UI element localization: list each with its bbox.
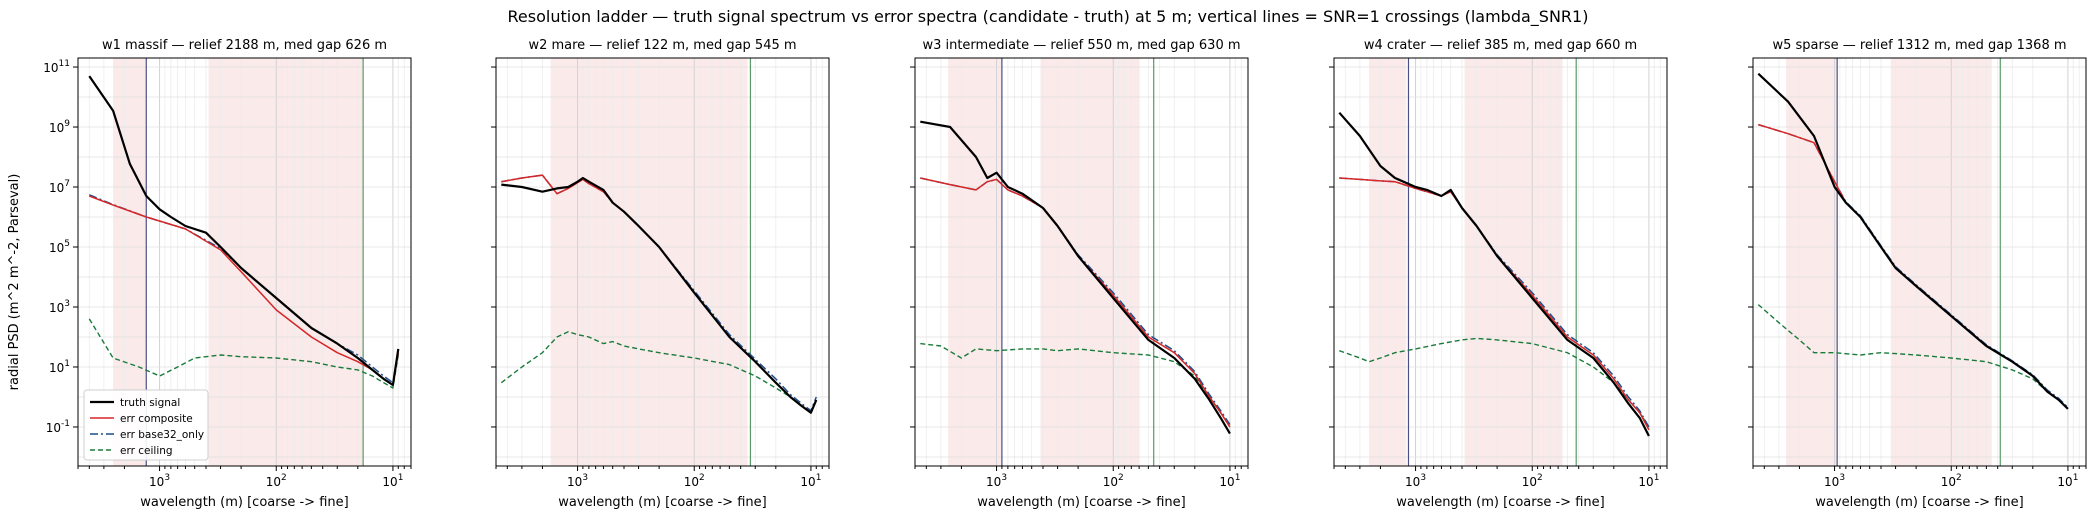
series-line-truth xyxy=(920,120,1231,435)
y-tick-label: 101 xyxy=(49,359,70,375)
axes-frame xyxy=(914,57,1249,467)
y-tick-label: 105 xyxy=(49,239,70,255)
x-tick-label: 101 xyxy=(1219,473,1240,489)
x-tick-label: 101 xyxy=(1638,473,1659,489)
y-tick-label: 107 xyxy=(49,179,70,195)
x-tick-label: 102 xyxy=(266,473,287,489)
y-tick-label: 109 xyxy=(49,119,70,135)
x-tick-label: 103 xyxy=(986,473,1007,489)
panel-title: w5 sparse — relief 1312 m, med gap 1368 … xyxy=(1772,38,2066,53)
panels: 103 102 101 10-1 101 103 105 107 109 1011 w1 massi… xyxy=(43,38,2087,510)
shaded-band xyxy=(1786,58,1838,466)
legend-box xyxy=(83,389,209,461)
shaded-band xyxy=(1040,58,1140,466)
x-axis-label: wavelength (m) [coarse -> fine] xyxy=(140,495,348,510)
shaded-band xyxy=(948,58,1002,466)
axes-frame xyxy=(77,57,412,467)
y-axis-label: radial PSD (m^2 m^-2, Parseval) xyxy=(7,174,22,391)
series-line-truth xyxy=(1757,72,2069,410)
series-line-truth xyxy=(1338,111,1650,437)
x-tick-label: 103 xyxy=(149,473,170,489)
x-tick-label: 102 xyxy=(1522,473,1543,489)
x-tick-label: 101 xyxy=(800,473,821,489)
panel-2: 103 102 101 w2 mare — relief 122 m, med gap… xyxy=(491,38,830,510)
axes-frame xyxy=(1333,57,1668,467)
shaded-band xyxy=(1890,58,1992,466)
x-tick-label: 101 xyxy=(2057,473,2078,489)
y-tick-label: 10-1 xyxy=(46,419,70,435)
series-line-truth xyxy=(88,75,400,387)
panel-5: 103 102 101 w5 sparse — relief 1312 m, med … xyxy=(1748,38,2087,510)
series-line-ceiling xyxy=(88,318,399,389)
legend: truth signal err composite err base32_only… xyxy=(83,389,209,461)
panel-title: w1 massif — relief 2188 m, med gap 626 m xyxy=(102,38,387,53)
shaded-band xyxy=(1369,58,1407,466)
shaded-band xyxy=(1464,58,1563,466)
axes-frame xyxy=(1752,57,2087,467)
panel-1: 103 102 101 10-1 101 103 105 107 109 1011 w1 massi… xyxy=(43,38,412,510)
panel-title: w3 intermediate — relief 550 m, med gap … xyxy=(922,38,1240,53)
x-tick-label: 103 xyxy=(1405,473,1426,489)
x-tick-label: 102 xyxy=(1941,473,1962,489)
shaded-band xyxy=(550,58,748,466)
x-tick-label: 103 xyxy=(1824,473,1845,489)
x-tick-label: 102 xyxy=(1103,473,1124,489)
panel-title: w2 mare — relief 122 m, med gap 545 m xyxy=(528,38,796,53)
panel-4: 103 102 101 w4 crater — relief 385 m, med g… xyxy=(1329,38,1668,510)
x-tick-label: 101 xyxy=(382,473,403,489)
panel-3: 103 102 101 w3 intermediate — relief 550 m,… xyxy=(910,38,1249,510)
legend-label: truth signal xyxy=(120,397,180,409)
figure-suptitle: Resolution ladder — truth signal spectru… xyxy=(508,7,1589,27)
x-tick-label: 102 xyxy=(684,473,705,489)
legend-label: err base32_only xyxy=(120,429,204,441)
legend-label: err composite xyxy=(120,413,193,425)
x-tick-label: 103 xyxy=(567,473,588,489)
axes-frame xyxy=(495,57,830,467)
y-tick-label: 1011 xyxy=(43,59,70,75)
x-axis-label: wavelength (m) [coarse -> fine] xyxy=(1396,495,1604,510)
x-axis-label: wavelength (m) [coarse -> fine] xyxy=(558,495,766,510)
panel-title: w4 crater — relief 385 m, med gap 660 m xyxy=(1364,38,1637,53)
series-line-ceiling xyxy=(500,331,817,414)
x-axis-label: wavelength (m) [coarse -> fine] xyxy=(977,495,1185,510)
legend-label: err ceiling xyxy=(120,445,173,457)
y-tick-label: 103 xyxy=(49,299,70,315)
x-axis-label: wavelength (m) [coarse -> fine] xyxy=(1815,495,2023,510)
series-line-truth xyxy=(501,176,818,414)
